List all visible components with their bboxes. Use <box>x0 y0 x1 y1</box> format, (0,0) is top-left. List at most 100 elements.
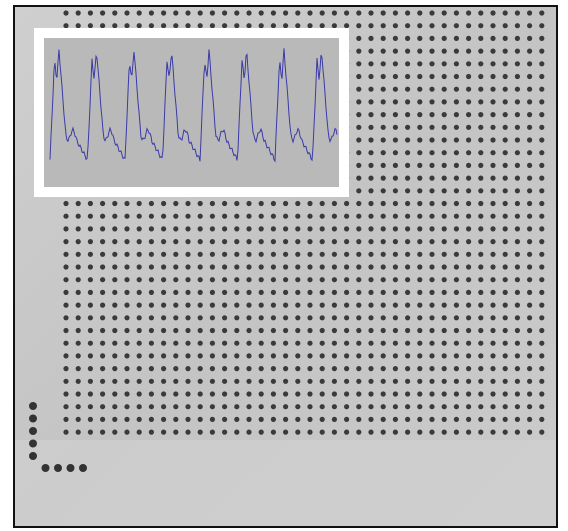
microscope-image <box>0 0 568 531</box>
dot <box>161 315 166 320</box>
dot <box>283 10 288 15</box>
dot <box>185 23 190 28</box>
dot <box>173 264 178 269</box>
dot <box>454 10 459 15</box>
dot <box>381 404 386 409</box>
dot <box>332 417 337 422</box>
dot <box>307 290 312 295</box>
dot <box>161 341 166 346</box>
dot <box>76 290 81 295</box>
dot <box>185 391 190 396</box>
dot <box>393 188 398 193</box>
dot <box>515 353 520 358</box>
dot <box>539 303 544 308</box>
dot <box>503 391 508 396</box>
dot <box>393 176 398 181</box>
dot <box>271 264 276 269</box>
dot <box>124 239 129 244</box>
dot <box>344 328 349 333</box>
dot <box>442 239 447 244</box>
dot <box>344 391 349 396</box>
dot <box>490 49 495 54</box>
dot <box>198 264 203 269</box>
dot <box>185 10 190 15</box>
dot <box>490 112 495 117</box>
dot <box>234 404 239 409</box>
dot <box>466 315 471 320</box>
dot <box>246 264 251 269</box>
dot <box>88 214 93 219</box>
dot <box>442 353 447 358</box>
dot <box>222 417 227 422</box>
dot <box>539 226 544 231</box>
dot <box>429 176 434 181</box>
dot <box>381 341 386 346</box>
dot <box>271 391 276 396</box>
marker-dot <box>29 452 37 460</box>
dot <box>417 23 422 28</box>
dot <box>539 430 544 435</box>
dot <box>393 74 398 79</box>
dot <box>539 391 544 396</box>
dot <box>442 188 447 193</box>
dot <box>503 137 508 142</box>
dot <box>271 366 276 371</box>
dot <box>210 303 215 308</box>
dot <box>466 137 471 142</box>
dot <box>515 303 520 308</box>
dot <box>124 341 129 346</box>
dot <box>198 277 203 282</box>
dot <box>332 391 337 396</box>
dot <box>161 290 166 295</box>
dot <box>417 404 422 409</box>
dot <box>417 201 422 206</box>
dot <box>320 226 325 231</box>
dot <box>76 404 81 409</box>
dot <box>393 303 398 308</box>
dot <box>405 366 410 371</box>
dot <box>393 163 398 168</box>
dot <box>368 176 373 181</box>
dot <box>222 430 227 435</box>
dot <box>173 341 178 346</box>
dot <box>259 353 264 358</box>
dot <box>198 379 203 384</box>
dot <box>320 391 325 396</box>
dot <box>234 23 239 28</box>
dot <box>295 404 300 409</box>
dot <box>478 366 483 371</box>
dot <box>527 150 532 155</box>
dot <box>527 226 532 231</box>
dot <box>417 163 422 168</box>
dot <box>295 366 300 371</box>
dot <box>332 341 337 346</box>
dot <box>442 391 447 396</box>
dot <box>63 214 68 219</box>
dot <box>539 277 544 282</box>
dot <box>515 404 520 409</box>
dot <box>454 49 459 54</box>
dot <box>478 112 483 117</box>
dot <box>527 391 532 396</box>
dot <box>381 303 386 308</box>
dot <box>539 10 544 15</box>
dot <box>478 341 483 346</box>
dot <box>478 226 483 231</box>
dot <box>307 430 312 435</box>
dot <box>259 277 264 282</box>
dot <box>332 10 337 15</box>
dot <box>210 391 215 396</box>
dot <box>332 290 337 295</box>
dot <box>198 201 203 206</box>
dot <box>307 226 312 231</box>
dot <box>149 303 154 308</box>
dot <box>454 112 459 117</box>
dot <box>539 252 544 257</box>
dot <box>63 366 68 371</box>
dot <box>137 430 142 435</box>
dot <box>283 391 288 396</box>
dot <box>442 10 447 15</box>
dot <box>271 341 276 346</box>
dot <box>442 379 447 384</box>
dot <box>417 328 422 333</box>
